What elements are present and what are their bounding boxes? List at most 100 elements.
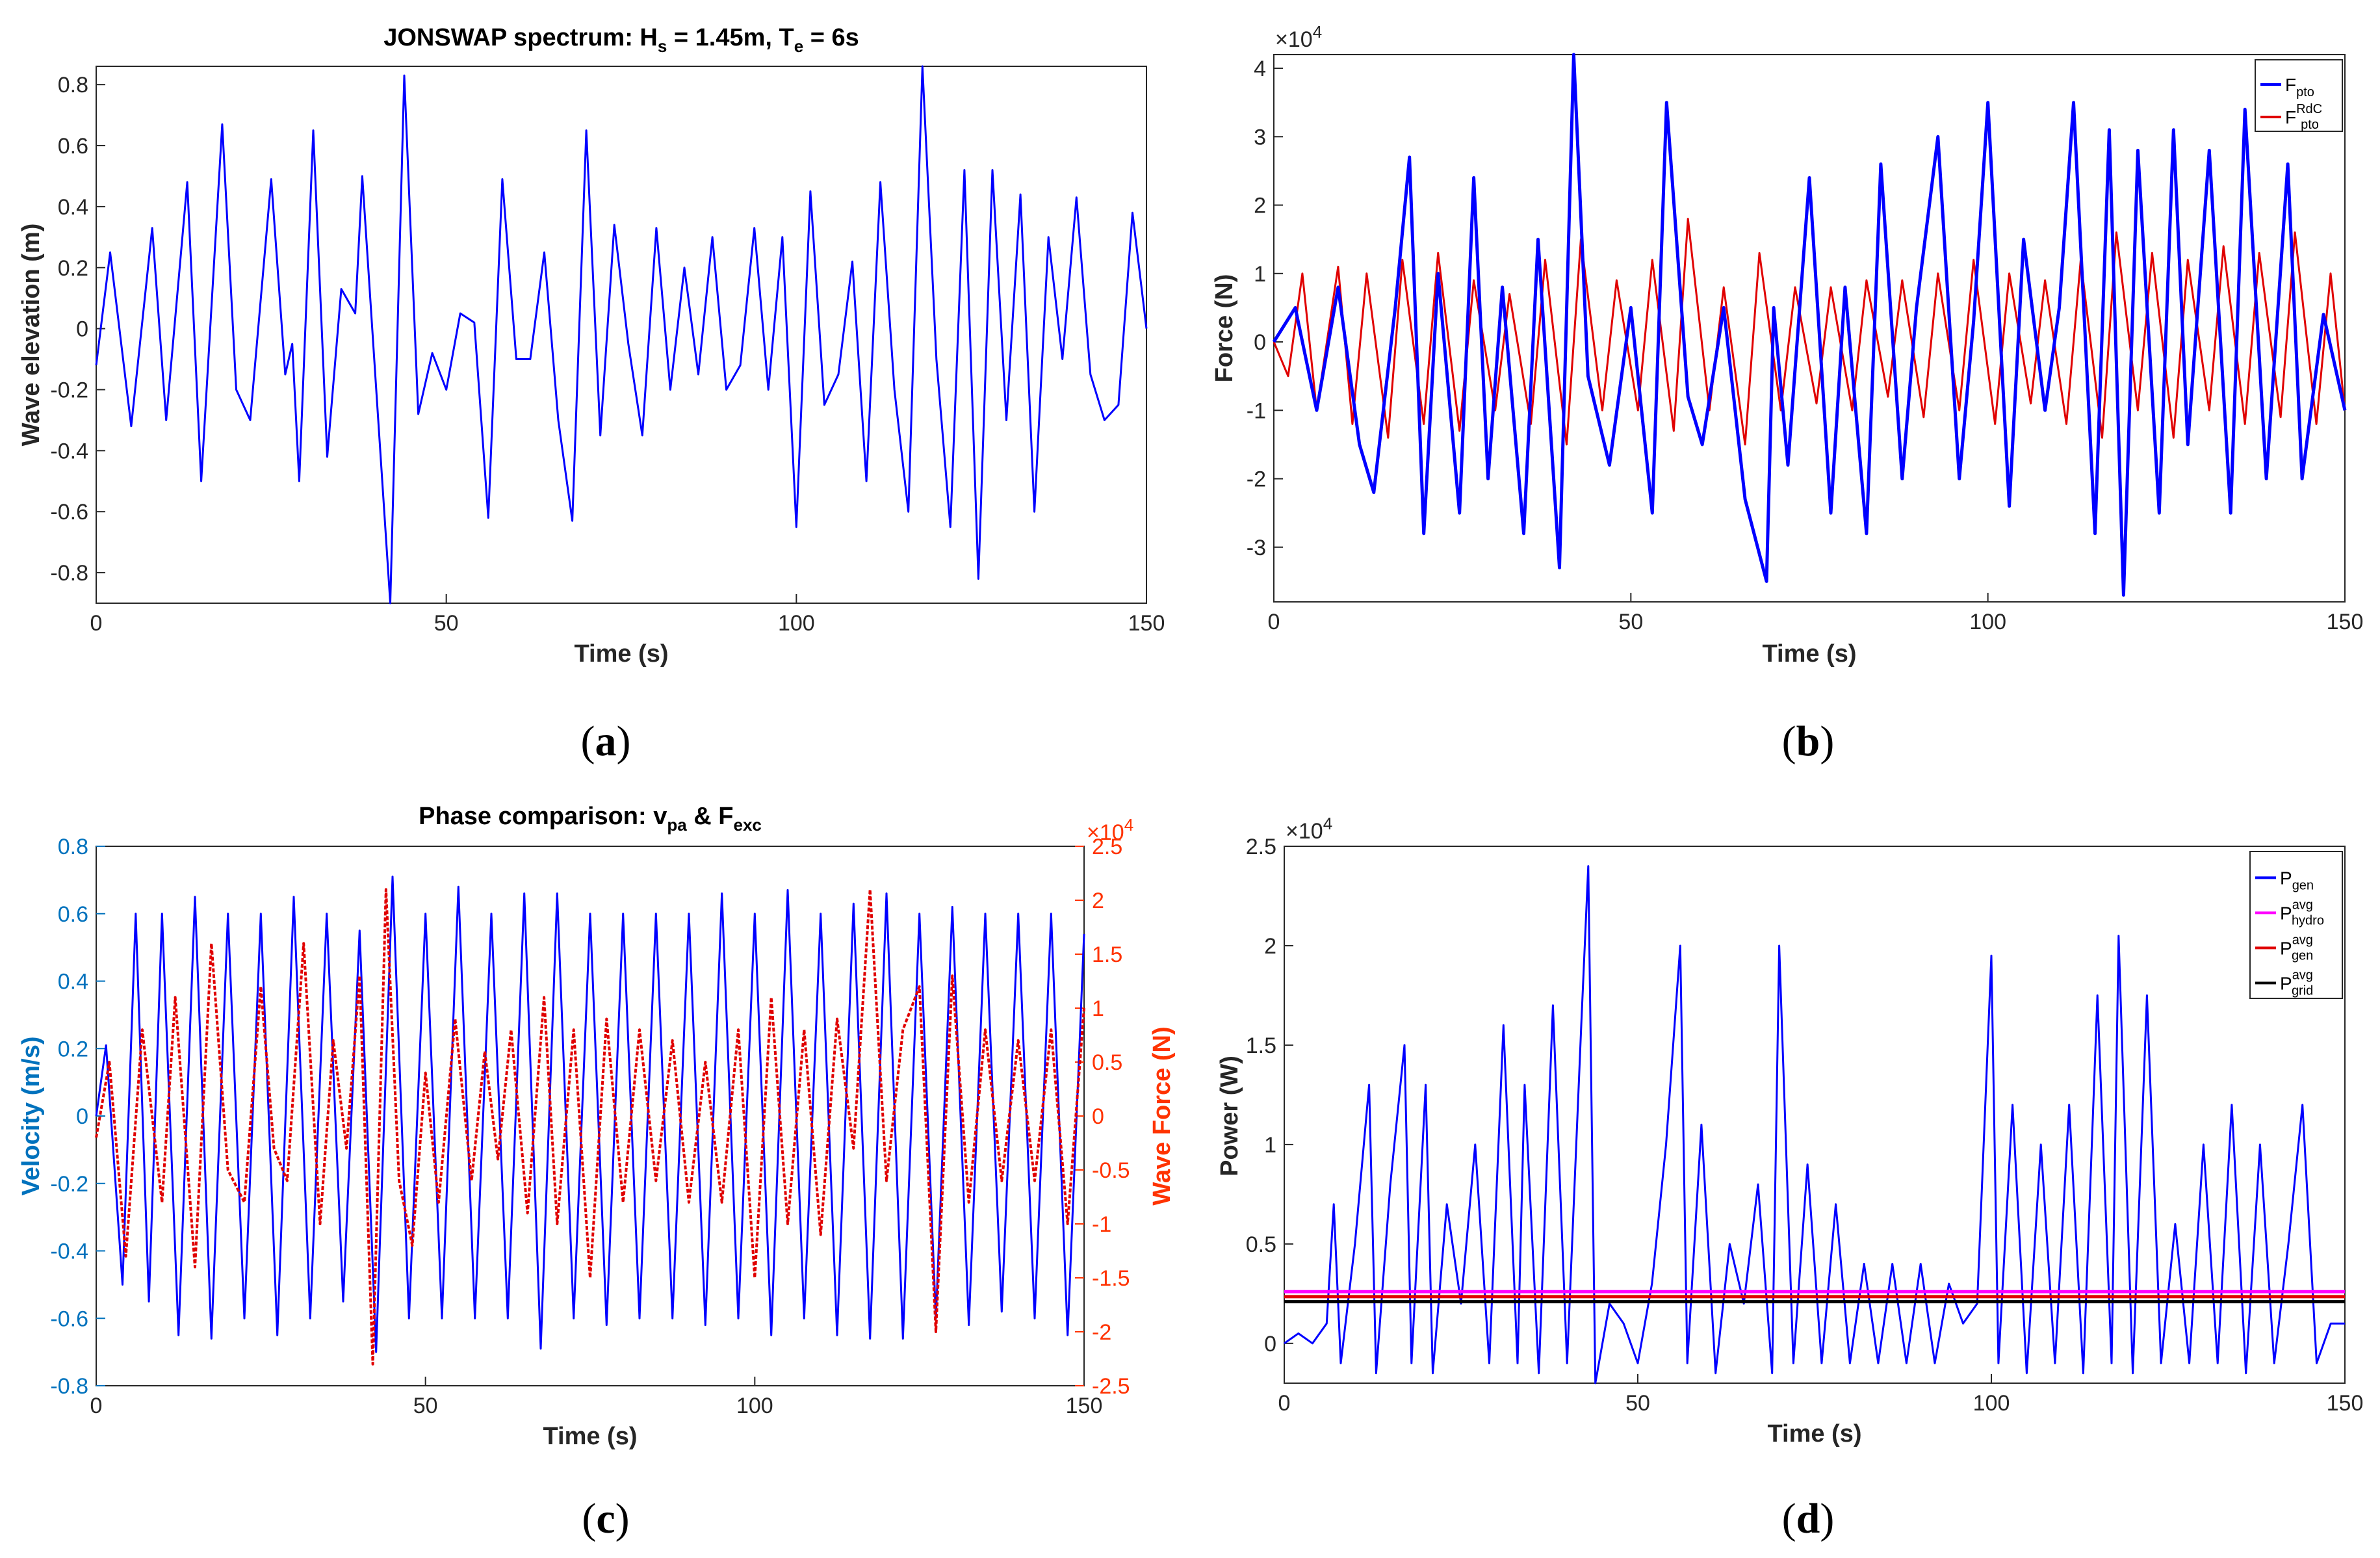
panel-a-y-tick-label: -0.8 bbox=[50, 561, 88, 586]
panel-c-left-y-tick-label: -0.8 bbox=[50, 1374, 88, 1399]
panel-a-y-tick-label: 0.4 bbox=[58, 195, 88, 220]
panel-c-right-y-tick-label: -2 bbox=[1092, 1320, 1111, 1345]
panel-a-plot-area bbox=[96, 66, 1147, 604]
panel-d-y-tick-label: 2 bbox=[1264, 934, 1276, 959]
panel-b-y-tick-label: 2 bbox=[1254, 194, 1266, 218]
panel-d-y-tick-label: 1.5 bbox=[1246, 1033, 1276, 1058]
panel-b-force-chart: ×104 0 50 100 150 -3 -2 -1 0 1 2 3 4 Fpto FRdC pto T… bbox=[1211, 22, 2363, 668]
panel-d-y-tick-label: 2.5 bbox=[1246, 835, 1276, 859]
panel-c-right-y-tick-label: 1.5 bbox=[1092, 942, 1122, 967]
panel-d-legend-label: Pavg grid bbox=[2280, 968, 2313, 998]
panel-d-x-tick-label: 50 bbox=[1625, 1391, 1650, 1416]
panel-c-x-tick-label: 100 bbox=[736, 1394, 773, 1418]
panel-c-x-tick-label: 150 bbox=[1066, 1394, 1103, 1418]
panel-b-x-ticks: 0 50 100 150 bbox=[1268, 593, 2363, 634]
panel-c-left-y-tick-label: -0.2 bbox=[50, 1172, 88, 1197]
panel-a-x-tick-label: 0 bbox=[90, 611, 103, 636]
panel-d-legend-box bbox=[2249, 851, 2343, 999]
panel-d-x-tick-label: 150 bbox=[2327, 1391, 2364, 1416]
panel-a-y-tick-label: 0.8 bbox=[58, 73, 88, 97]
panel-a-y-tick-label: -0.2 bbox=[50, 378, 88, 402]
panel-b-y-tick-label: -3 bbox=[1247, 536, 1266, 560]
panel-a-y-tick-label: -0.6 bbox=[50, 500, 88, 525]
panel-c-right-y-tick-label: 2 bbox=[1092, 889, 1104, 913]
panel-d-legend-label: Pgen bbox=[2280, 868, 2314, 892]
panel-letter-a: (a) bbox=[581, 718, 631, 765]
panel-a-x-ticks: 0 50 100 150 bbox=[90, 594, 1165, 636]
panel-c-right-y-tick-label: -2.5 bbox=[1092, 1374, 1130, 1399]
panel-c-title: Phase comparison: vpa & Fexc bbox=[419, 803, 762, 835]
panel-b-legend-box bbox=[2255, 59, 2343, 132]
panel-d-x-axis-title: Time (s) bbox=[1767, 1420, 1861, 1448]
panel-c-x-tick-label: 0 bbox=[90, 1394, 103, 1418]
panel-c-right-y-tick-label: 0 bbox=[1092, 1104, 1104, 1129]
panel-b-y-tick-label: 0 bbox=[1254, 330, 1266, 355]
panel-a-y-axis-title: Wave elevation (m) bbox=[18, 224, 45, 447]
panel-d-y-exponent: ×104 bbox=[1286, 814, 1332, 844]
panel-b-x-axis-title: Time (s) bbox=[1762, 640, 1856, 668]
panel-b-F-pto-line bbox=[1272, 53, 2347, 597]
panel-c-right-y-ticks: -2.5 -2 -1.5 -1 -0.5 0 0.5 1 1.5 2 2.5 bbox=[1075, 835, 1130, 1399]
panel-d-x-ticks: 0 50 100 150 bbox=[1278, 1374, 2364, 1416]
panel-letter-c: (c) bbox=[582, 1495, 629, 1542]
panel-a-y-tick-label: 0.2 bbox=[58, 256, 88, 281]
panel-c-x-axis-title: Time (s) bbox=[543, 1423, 637, 1450]
panel-a-wave-elevation-line bbox=[95, 65, 1148, 604]
panel-c-x-tick-label: 50 bbox=[413, 1394, 438, 1418]
panel-b-y-tick-label: -1 bbox=[1247, 398, 1266, 423]
panel-c-right-y-tick-label: -1 bbox=[1092, 1212, 1111, 1237]
panel-c-right-y-exponent: ×104 bbox=[1087, 815, 1133, 845]
panel-b-y-tick-label: 4 bbox=[1254, 57, 1266, 81]
panel-b-series bbox=[1272, 53, 2347, 597]
panel-c-left-y-tick-label: 0 bbox=[76, 1104, 88, 1129]
panel-d-y-tick-label: 0 bbox=[1264, 1332, 1276, 1357]
panel-b-y-tick-label: 3 bbox=[1254, 125, 1266, 149]
panel-d-x-tick-label: 100 bbox=[1973, 1391, 2010, 1416]
panel-b-x-tick-label: 50 bbox=[1618, 610, 1643, 634]
panel-d-legend: Pgen Pavg hydro Pavg gen Pavg grid bbox=[2249, 851, 2343, 999]
panel-c-right-y-tick-label: -0.5 bbox=[1092, 1158, 1130, 1183]
panel-c-series bbox=[95, 876, 1085, 1366]
panel-c-left-y-tick-label: -0.6 bbox=[50, 1306, 88, 1331]
panel-b-y-tick-label: -2 bbox=[1247, 467, 1266, 492]
panel-d-series bbox=[1284, 865, 2345, 1384]
panel-d-P-gen-line bbox=[1284, 865, 2345, 1384]
panel-d-power-chart: ×104 0 50 100 150 0 0.5 1 1.5 2 2.5 Pgen Pavg hydr… bbox=[1216, 814, 2363, 1448]
panel-c-x-ticks: 0 50 100 150 bbox=[90, 1377, 1103, 1418]
panel-b-legend-label: Fpto bbox=[2285, 75, 2314, 99]
panel-a-x-tick-label: 50 bbox=[434, 611, 459, 636]
panel-c-right-y-tick-label: -1.5 bbox=[1092, 1266, 1130, 1291]
panel-b-y-ticks: -3 -2 -1 0 1 2 3 4 bbox=[1247, 57, 1283, 560]
panel-b-y-tick-label: 1 bbox=[1254, 262, 1266, 287]
panel-b-y-axis-title: Force (N) bbox=[1211, 274, 1238, 383]
panel-c-left-y-tick-label: -0.4 bbox=[50, 1240, 88, 1264]
panel-c-f-exc-line bbox=[95, 888, 1085, 1366]
panel-d-x-tick-label: 0 bbox=[1278, 1391, 1291, 1416]
panel-a-wave-elevation-chart: JONSWAP spectrum: Hs = 1.45m, Te = 6s 0 5… bbox=[18, 24, 1165, 668]
panel-b-legend-label: FRdC pto bbox=[2285, 102, 2322, 132]
panel-a-title: JONSWAP spectrum: Hs = 1.45m, Te = 6s bbox=[383, 24, 859, 56]
panel-c-right-y-tick-label: 1 bbox=[1092, 996, 1104, 1021]
panel-a-x-axis-title: Time (s) bbox=[574, 640, 668, 668]
panel-c-left-y-tick-label: 0.2 bbox=[58, 1037, 88, 1061]
panel-a-y-ticks: -0.8 -0.6 -0.4 -0.2 0 0.2 0.4 0.6 0.8 bbox=[50, 73, 105, 586]
panel-b-F-pto-RdC-line bbox=[1273, 218, 2346, 446]
panel-b-legend: Fpto FRdC pto bbox=[2255, 59, 2343, 132]
panel-b-x-tick-label: 0 bbox=[1268, 610, 1280, 634]
panel-c-v-pa-line bbox=[95, 876, 1085, 1353]
panel-letter-b: (b) bbox=[1782, 718, 1835, 765]
panel-d-y-tick-label: 0.5 bbox=[1246, 1232, 1276, 1257]
panel-c-left-y-tick-label: 0.4 bbox=[58, 970, 88, 994]
panel-d-legend-label: Pavg hydro bbox=[2280, 898, 2324, 928]
panel-b-y-exponent: ×104 bbox=[1275, 22, 1322, 52]
panel-d-y-tick-label: 1 bbox=[1264, 1133, 1276, 1158]
panel-c-left-y-tick-label: 0.8 bbox=[58, 835, 88, 859]
panel-c-phase-comparison-chart: Phase comparison: vpa & Fexc ×104 0 50 100… bbox=[18, 803, 1176, 1450]
panel-d-y-axis-title: Power (W) bbox=[1216, 1056, 1243, 1176]
panel-a-x-tick-label: 150 bbox=[1128, 611, 1165, 636]
panel-d-legend-label: Pavg gen bbox=[2280, 933, 2313, 963]
panel-c-right-y-axis-title: Wave Force (N) bbox=[1148, 1026, 1176, 1205]
panel-d-y-ticks: 0 0.5 1 1.5 2 2.5 bbox=[1246, 835, 1293, 1357]
panel-a-x-tick-label: 100 bbox=[778, 611, 815, 636]
